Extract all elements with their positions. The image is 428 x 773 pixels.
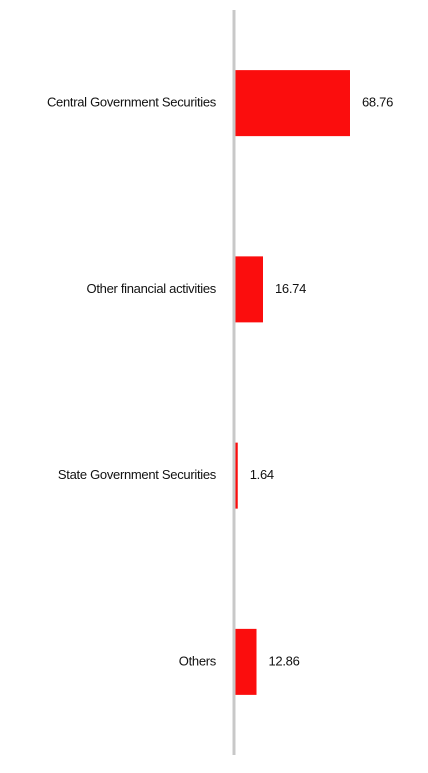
value-label: 1.64 [250,467,274,482]
value-label: 68.76 [362,95,393,110]
bar [235,628,257,695]
category-label: State Government Securities [58,467,217,482]
value-label: 16.74 [275,281,306,296]
value-label: 12.86 [269,653,300,668]
category-label: Others [179,653,217,668]
bar [235,442,238,509]
category-label: Other financial activities [87,281,217,296]
bar [235,70,350,137]
bar [235,256,263,323]
category-label: Central Government Securities [47,95,217,110]
